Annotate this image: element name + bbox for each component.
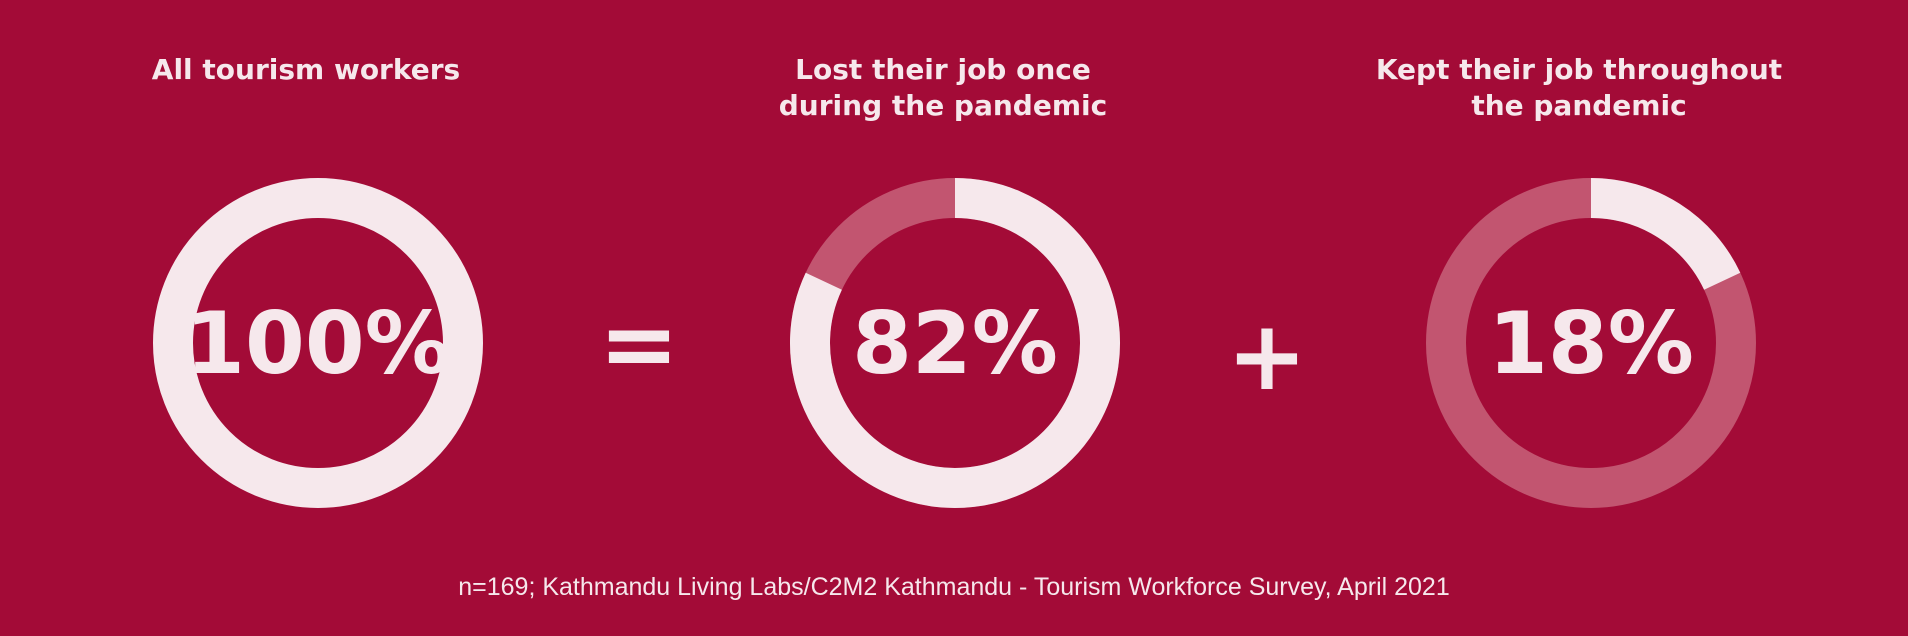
donut-value-label-lost-job: 82% [852,294,1058,394]
donut-value-label-kept-job: 18% [1488,294,1694,394]
donut-slice-all-workers [153,178,483,508]
footnote: n=169; Kathmandu Living Labs/C2M2 Kathma… [458,573,1450,601]
equals-operator: = [598,288,680,400]
donut-title-all-workers: All tourism workers [151,53,461,86]
donut-value-label-all-workers: 100% [185,294,451,394]
donut-title-kept-job: Kept their job throughout the pandemic [1375,53,1783,122]
donut-title-lost-job: Lost their job once during the pandemic [778,53,1108,122]
donut-slice-lost-job [790,178,1120,508]
donut-slice-kept-job [1590,178,1741,291]
plus-operator: + [1226,300,1308,412]
